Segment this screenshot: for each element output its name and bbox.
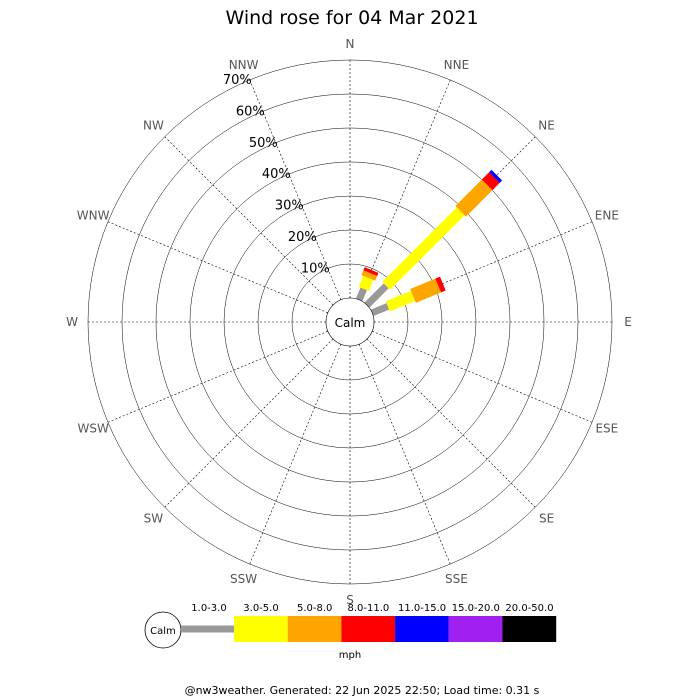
- calm-center: Calm: [325, 297, 375, 347]
- spoke-sse: [358, 344, 451, 565]
- legend-label-1-0-3-0: 1.0-3.0: [191, 603, 226, 614]
- direction-label-n: N: [346, 37, 355, 51]
- spoke-ssw: [249, 344, 342, 565]
- ring-labels: 10% 20% 30% 40% 50% 60% 70%: [223, 73, 330, 276]
- bar-ene-3-0-5-0: [385, 290, 416, 312]
- footer-text: @nw3weather. Generated: 22 Jun 2025 22:5…: [185, 684, 540, 697]
- legend-swatch-3-0-5-0: [234, 616, 288, 642]
- direction-label-ssw: SSW: [230, 572, 257, 586]
- legend-label-8-0-11-0: 8.0-11.0: [348, 603, 390, 614]
- bar-ne-3-0-5-0: [382, 207, 465, 290]
- direction-label-se: SE: [539, 512, 554, 526]
- legend-calm-label: Calm: [150, 626, 176, 637]
- ring-label-70: 70%: [223, 73, 252, 88]
- bar-nne-8-0-11-0: [363, 267, 379, 276]
- bar-ne-1-0-3-0: [364, 283, 389, 308]
- direction-label-s: S: [346, 593, 354, 607]
- direction-label-e: E: [624, 315, 632, 329]
- legend-unit: mph: [339, 650, 361, 661]
- ring-label-40: 40%: [262, 167, 291, 182]
- legend-label-5-0-8-0: 5.0-8.0: [297, 603, 332, 614]
- direction-label-wnw: WNW: [77, 209, 110, 223]
- spoke-wsw: [107, 330, 328, 423]
- legend-label-20-0-50-0: 20.0-50.0: [505, 603, 553, 614]
- legend-swatch-8-0-11-0: [341, 616, 396, 642]
- bar-nne-5-0-8-0: [361, 270, 378, 281]
- bar-ne-5-0-8-0: [455, 179, 493, 217]
- chart-title: Wind rose for 04 Mar 2021: [225, 7, 478, 29]
- legend-swatch-15-0-20-0: [448, 616, 503, 642]
- direction-labels: N NNE NE ENE E ESE SE SSE S SSW SW WSW W WNW NW NNW: [66, 37, 632, 607]
- calm-circle: [325, 297, 375, 347]
- direction-label-wsw: WSW: [77, 421, 108, 435]
- legend-swatch-5-0-8-0: [287, 616, 342, 642]
- speed-legend: Calm mph 1.0-3.0 3.0-5.0 5.0-8.0 8.0-11.0 11…: [144, 603, 557, 661]
- direction-label-nne: NNE: [444, 58, 470, 72]
- ring-label-50: 50%: [249, 136, 278, 151]
- direction-label-sw: SW: [144, 512, 164, 526]
- direction-label-ne: NE: [538, 118, 555, 132]
- bar-ene-8-0-11-0: [435, 276, 446, 293]
- ring-label-30: 30%: [275, 199, 304, 214]
- bar-ne-8-0-11-0: [481, 172, 500, 191]
- direction-label-nnw: NNW: [229, 58, 259, 72]
- calm-label: Calm: [335, 316, 366, 330]
- legend-swatch-20-0-50-0: [502, 616, 557, 642]
- direction-label-ese: ESE: [595, 421, 618, 435]
- direction-label-ene: ENE: [595, 209, 619, 223]
- bar-nne-3-0-5-0: [358, 275, 374, 291]
- legend-label-11-0-15-0: 11.0-15.0: [398, 603, 446, 614]
- spoke-nw: [164, 136, 334, 306]
- legend-label-3-0-5-0: 3.0-5.0: [243, 603, 278, 614]
- bar-ene-5-0-8-0: [410, 278, 442, 303]
- bar-ene-1-0-3-0: [370, 303, 390, 317]
- direction-label-w: W: [66, 315, 78, 329]
- spoke-sw: [164, 338, 334, 508]
- direction-label-sse: SSE: [445, 572, 468, 586]
- ring-label-10: 10%: [301, 261, 330, 276]
- wind-bars: [355, 169, 503, 317]
- direction-label-nw: NW: [143, 118, 164, 132]
- spoke-ese: [372, 330, 593, 423]
- bar-nne-1-0-3-0: [355, 287, 367, 302]
- legend-swatch-11-0-15-0: [395, 616, 449, 642]
- legend-label-15-0-20-0: 15.0-20.0: [452, 603, 500, 614]
- ring-label-20: 20%: [288, 230, 317, 245]
- ring-label-60: 60%: [236, 104, 265, 119]
- bar-ne-11-0-15-0: [489, 169, 503, 183]
- spoke-se: [366, 338, 536, 508]
